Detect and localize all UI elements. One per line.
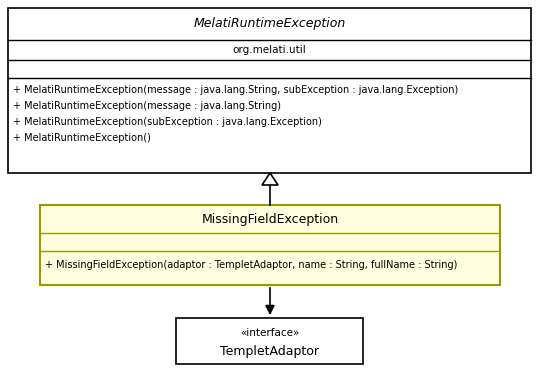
Text: TempletAdaptor: TempletAdaptor	[220, 345, 319, 358]
Text: MelatiRuntimeException: MelatiRuntimeException	[194, 17, 345, 30]
Text: «interface»: «interface»	[240, 328, 299, 338]
Text: MissingFieldException: MissingFieldException	[202, 213, 338, 226]
Bar	[8, 8, 531, 173]
Polygon shape	[262, 173, 278, 185]
Text: + MelatiRuntimeException(message : java.lang.String): + MelatiRuntimeException(message : java.…	[13, 101, 281, 111]
Text: + MelatiRuntimeException(message : java.lang.String, subException : java.lang.Ex: + MelatiRuntimeException(message : java.…	[13, 85, 458, 95]
Text: + MelatiRuntimeException(subException : java.lang.Exception): + MelatiRuntimeException(subException : …	[13, 117, 322, 127]
Bar	[40, 205, 500, 285]
Bar	[176, 318, 363, 364]
Text: org.melati.util: org.melati.util	[233, 45, 306, 55]
Text: + MelatiRuntimeException(): + MelatiRuntimeException()	[13, 133, 151, 143]
Text: + MissingFieldException(adaptor : TempletAdaptor, name : String, fullName : Stri: + MissingFieldException(adaptor : Temple…	[45, 260, 458, 270]
